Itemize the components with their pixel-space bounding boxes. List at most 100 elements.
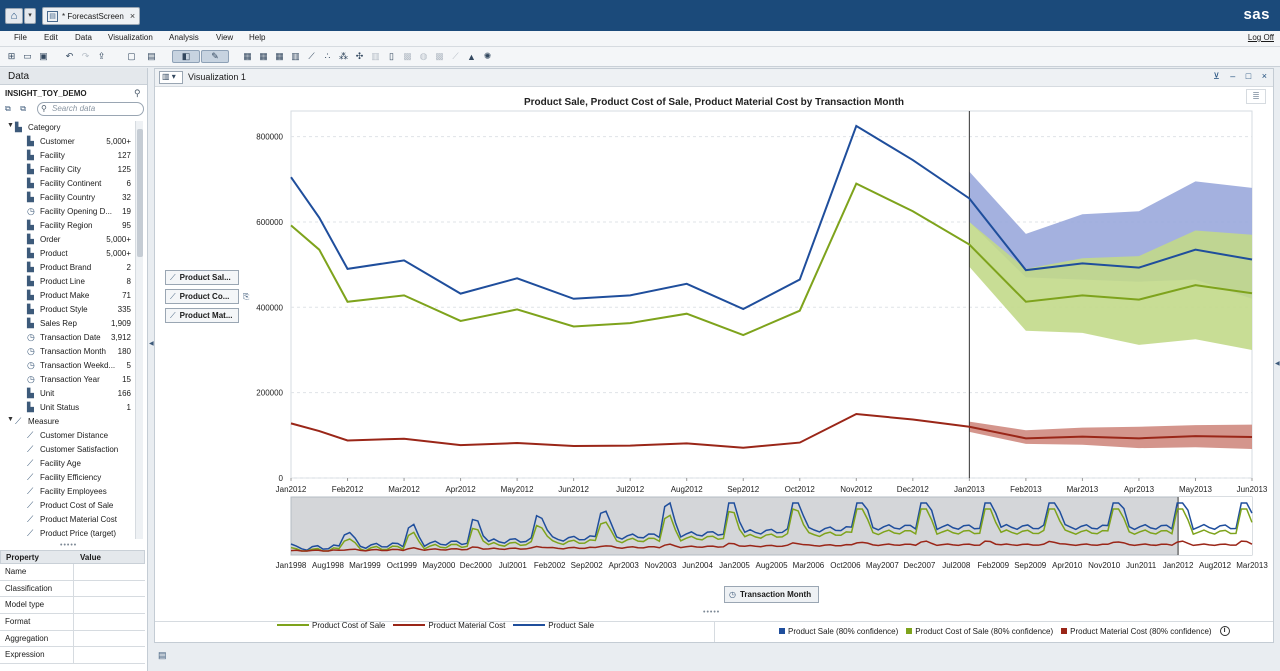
tree-item[interactable]: ▙ Order 5,000+: [0, 233, 134, 247]
hierarchy-icon[interactable]: ⧉: [20, 104, 26, 113]
menu-data[interactable]: Data: [75, 33, 92, 42]
correlation-icon[interactable]: ⟋: [452, 51, 459, 61]
export-icon[interactable]: ⇪: [97, 51, 106, 61]
bar-chart-icon[interactable]: ▥: [291, 51, 300, 61]
property-row[interactable]: Aggregation: [0, 630, 145, 648]
minimize-icon[interactable]: ‒: [1230, 71, 1236, 81]
close-icon[interactable]: ×: [129, 11, 136, 21]
tree-item[interactable]: ▙ Unit 166: [0, 387, 134, 401]
heatmap-icon[interactable]: ▩: [403, 51, 412, 61]
table-viz-icon[interactable]: ▦: [243, 51, 252, 61]
tree-item[interactable]: ▙ Product Line 8: [0, 275, 134, 289]
series-line-sale[interactable]: [290, 124, 1253, 311]
data-source-name[interactable]: INSIGHT_TOY_DEMO: [5, 89, 87, 98]
tree-item[interactable]: ⟋ Customer Satisfaction: [0, 443, 134, 457]
tree-group-measure[interactable]: ▼ ⟋ Measure: [0, 415, 134, 429]
properties-toggle-icon[interactable]: ✎: [201, 50, 229, 63]
legend-item[interactable]: Product Material Cost (80% confidence): [1061, 627, 1212, 636]
data-panel-toggle-icon[interactable]: ◧: [172, 50, 200, 63]
tree-item[interactable]: ⟋ Product Cost of Sale: [0, 499, 134, 513]
data-source-menu-icon[interactable]: ⚲: [134, 88, 141, 98]
decision-tree-icon[interactable]: ✺: [483, 51, 492, 61]
property-row[interactable]: Expression: [0, 647, 145, 665]
grid-viz-icon[interactable]: ▦: [275, 51, 284, 61]
role-product-cost-button[interactable]: ⟋ Product Co...: [165, 289, 239, 304]
collapse-left-handle[interactable]: ◀: [149, 341, 154, 347]
network-icon[interactable]: ✣: [355, 51, 364, 61]
document-tab[interactable]: ▤ * ForecastScreen ×: [42, 7, 140, 25]
histogram-icon[interactable]: ▥: [371, 51, 380, 61]
menu-view[interactable]: View: [216, 33, 234, 42]
tree-item[interactable]: ▙ Product Make 71: [0, 289, 134, 303]
property-row[interactable]: Model type: [0, 597, 145, 615]
details-table-icon[interactable]: ≣: [1246, 89, 1266, 104]
legend-item[interactable]: Product Cost of Sale: [277, 621, 385, 630]
tree-item[interactable]: ▙ Product Style 335: [0, 303, 134, 317]
legend-item[interactable]: Product Sale (80% confidence): [779, 627, 898, 636]
pages-icon[interactable]: ▤: [158, 650, 167, 660]
splitter-handle[interactable]: •••••: [60, 542, 78, 549]
series-line-material-cost[interactable]: [290, 412, 1253, 449]
scrollbar-thumb[interactable]: [137, 129, 143, 257]
tree-item[interactable]: ◷ Transaction Date 3,912: [0, 331, 134, 345]
visualization-type-button[interactable]: ▥ ▾: [159, 71, 183, 84]
collapse-right-handle[interactable]: ◀: [1275, 361, 1280, 367]
tree-scrollbar[interactable]: [135, 121, 143, 539]
tree-item[interactable]: ◷ Transaction Year 15: [0, 373, 134, 387]
treemap-icon[interactable]: ▩: [435, 51, 444, 61]
role-product-material-button[interactable]: ⟋ Product Mat...: [165, 308, 239, 323]
maximize-icon[interactable]: □: [1245, 71, 1252, 81]
tree-group-category[interactable]: ▼ ▙ Category: [0, 121, 134, 135]
tree-item[interactable]: ⟋ Customer Distance: [0, 429, 134, 443]
pages-icon[interactable]: ▤: [147, 51, 156, 61]
scatter-plot-icon[interactable]: ∴: [324, 51, 331, 61]
tree-item[interactable]: ▙ Facility City 125: [0, 163, 134, 177]
role-product-sale-button[interactable]: ⟋ Product Sal...: [165, 270, 239, 285]
tree-item[interactable]: ▙ Facility Continent 6: [0, 177, 134, 191]
tree-item[interactable]: ▙ Customer 5,000+: [0, 135, 134, 149]
tree-item[interactable]: ▙ Facility Region 95: [0, 219, 134, 233]
tree-item[interactable]: ⟋ Facility Efficiency: [0, 471, 134, 485]
property-value[interactable]: [74, 581, 145, 597]
property-row[interactable]: Classification: [0, 580, 145, 598]
box-plot-icon[interactable]: ▯: [389, 51, 394, 61]
expand-icon[interactable]: ▼: [7, 122, 14, 129]
tree-item[interactable]: ▙ Sales Rep 1,909: [0, 317, 134, 331]
bubble-plot-icon[interactable]: ⁂: [339, 51, 348, 61]
property-value[interactable]: [74, 647, 145, 663]
menu-analysis[interactable]: Analysis: [169, 33, 199, 42]
open-icon[interactable]: ▭: [23, 51, 32, 61]
line-chart-icon[interactable]: ⟋: [308, 51, 315, 61]
geo-map-icon[interactable]: ◍: [419, 51, 428, 61]
property-value[interactable]: [74, 564, 145, 580]
tree-item[interactable]: ⟋ Product Price (target): [0, 527, 134, 539]
expand-icon[interactable]: ▼: [7, 416, 14, 423]
menu-visualization[interactable]: Visualization: [108, 33, 153, 42]
tree-item[interactable]: ▙ Unit Status 1: [0, 401, 134, 415]
tree-item[interactable]: ◷ Transaction Month 180: [0, 345, 134, 359]
transaction-month-role-button[interactable]: ◷ Transaction Month: [724, 586, 819, 603]
home-dropdown-button[interactable]: ▾: [24, 8, 36, 24]
legend-item[interactable]: Product Sale: [513, 621, 594, 630]
info-icon[interactable]: i: [1219, 626, 1230, 636]
tree-item[interactable]: ⟋ Product Material Cost: [0, 513, 134, 527]
undo-icon[interactable]: ↶: [65, 51, 74, 61]
tree-item[interactable]: ▙ Facility Country 32: [0, 191, 134, 205]
logoff-link[interactable]: Log Off: [1247, 33, 1274, 42]
property-value[interactable]: [74, 614, 145, 630]
redo-icon[interactable]: ↷: [81, 51, 90, 61]
tree-item[interactable]: ◷ Facility Opening D... 19: [0, 205, 134, 219]
new-data-item-icon[interactable]: ⧉: [5, 104, 11, 113]
tree-item[interactable]: ⟋ Facility Employees: [0, 485, 134, 499]
close-icon[interactable]: ×: [1261, 71, 1267, 81]
forecast-icon[interactable]: ▲: [467, 51, 476, 62]
legend-item[interactable]: Product Cost of Sale (80% confidence): [906, 627, 1053, 636]
property-value[interactable]: [74, 597, 145, 613]
home-button[interactable]: ⌂: [5, 8, 23, 24]
tree-item[interactable]: ◷ Transaction Weekd... 5: [0, 359, 134, 373]
menu-file[interactable]: File: [14, 33, 27, 42]
search-data-input[interactable]: ⚲ Search data: [37, 102, 144, 116]
tree-item[interactable]: ▙ Product Brand 2: [0, 261, 134, 275]
tree-item[interactable]: ⟋ Facility Age: [0, 457, 134, 471]
legend-item[interactable]: Product Material Cost: [393, 621, 505, 630]
